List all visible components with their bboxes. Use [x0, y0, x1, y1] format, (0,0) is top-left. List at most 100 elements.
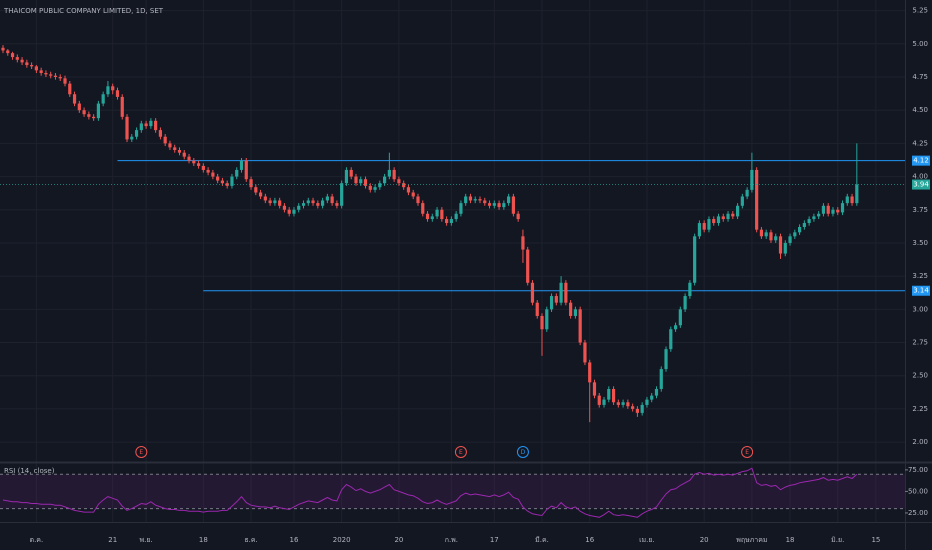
- candle-body: [344, 169, 349, 184]
- candle-body: [616, 402, 620, 405]
- candle-body: [335, 203, 339, 206]
- candle-body: [10, 53, 15, 58]
- y-tick-label: 3.25: [912, 272, 928, 280]
- candle-body: [201, 165, 205, 170]
- candle-body: [254, 187, 258, 193]
- candle-body: [49, 74, 53, 76]
- candle-body: [435, 209, 439, 217]
- event-marker: [135, 446, 148, 458]
- candle-body: [521, 236, 525, 250]
- candle-body: [406, 187, 411, 193]
- y-tick-label: 3.00: [912, 305, 928, 313]
- candle-body: [712, 219, 716, 224]
- candle-body: [154, 120, 158, 131]
- x-tick-label: 16: [290, 536, 299, 544]
- candle-body: [688, 282, 692, 297]
- candle-body: [63, 78, 67, 84]
- candle-body: [635, 408, 640, 413]
- candle-body: [301, 203, 306, 206]
- candle-body: [363, 179, 368, 186]
- candle-body: [68, 83, 72, 95]
- candle-body: [502, 203, 506, 208]
- candle-body: [793, 232, 797, 237]
- candle-body: [387, 169, 391, 177]
- grid: [0, 0, 905, 522]
- x-tick-label: 18: [199, 536, 208, 544]
- y-tick-label: 4.25: [912, 139, 928, 147]
- candle-body: [812, 216, 816, 220]
- candle-body: [797, 227, 802, 233]
- candle-body: [511, 196, 515, 214]
- rsi-tick-label: 75.00: [908, 466, 928, 474]
- candle-body: [196, 163, 201, 166]
- candle-body: [464, 196, 468, 204]
- rsi-tick-label: 25.00: [908, 509, 928, 517]
- x-tick-label: ต.ค.: [30, 536, 44, 544]
- candle-body: [378, 183, 382, 188]
- candle-body: [683, 296, 687, 310]
- candle-body: [588, 362, 592, 383]
- candle-body: [106, 86, 110, 95]
- candle-body: [44, 73, 48, 75]
- candle-body: [125, 116, 129, 140]
- candle-body: [220, 180, 225, 184]
- candle-body: [316, 203, 320, 206]
- event-marker: [741, 446, 754, 458]
- candle-body: [239, 160, 244, 170]
- candle-body: [287, 209, 291, 214]
- x-tick-label: 21: [108, 536, 117, 544]
- candle-body: [168, 143, 172, 148]
- y-tick-label: 4.75: [912, 73, 928, 81]
- candle-body: [831, 209, 835, 214]
- candle-body: [764, 232, 768, 237]
- event-label: E: [459, 449, 463, 456]
- event-marker: [454, 446, 467, 458]
- candle-body: [497, 203, 501, 208]
- y-tick-label: 2.50: [912, 372, 928, 380]
- candle-body: [721, 216, 725, 220]
- candle-body: [774, 236, 778, 241]
- candle-body: [549, 296, 554, 310]
- candle-body: [340, 183, 344, 206]
- candle-body: [731, 213, 735, 217]
- candle-body: [817, 213, 821, 217]
- y-tick-label: 5.25: [912, 7, 928, 15]
- candle-body: [664, 349, 668, 370]
- candle-body: [750, 169, 754, 190]
- candle-body: [607, 388, 611, 400]
- candle-body: [134, 130, 139, 137]
- candle-body: [330, 196, 334, 204]
- candle-body: [592, 382, 597, 396]
- candle-body: [282, 205, 287, 210]
- price-label: 3.94: [913, 181, 929, 189]
- x-tick-label: 16: [585, 536, 594, 544]
- candle-body: [631, 406, 635, 409]
- candle-body: [273, 200, 277, 204]
- x-tick-label: เม.ย.: [639, 536, 655, 544]
- candle-body: [144, 123, 148, 127]
- candle-body: [278, 200, 282, 206]
- x-tick-label: พ.ย.: [140, 536, 153, 544]
- candle-body: [821, 205, 826, 214]
- candle-body: [769, 232, 773, 241]
- candle-body: [564, 282, 568, 303]
- candle-body: [645, 399, 649, 405]
- candle-body: [1, 47, 5, 51]
- candle-body: [111, 86, 115, 91]
- candle-body: [583, 342, 587, 363]
- candle-body: [707, 219, 711, 230]
- level-tag: [912, 285, 930, 296]
- candle-body: [421, 203, 425, 214]
- candle-body: [263, 196, 267, 201]
- y-tick-label: 2.25: [912, 405, 928, 413]
- candle-body: [82, 110, 86, 115]
- candle-body: [101, 94, 105, 104]
- candle-body: [130, 136, 134, 140]
- candle-body: [297, 205, 301, 210]
- candle-body: [402, 183, 406, 188]
- x-tick-label: 20: [394, 536, 403, 544]
- x-tick-label: มี.ค.: [535, 536, 549, 544]
- candle-body: [368, 185, 372, 190]
- candle-body: [96, 103, 100, 119]
